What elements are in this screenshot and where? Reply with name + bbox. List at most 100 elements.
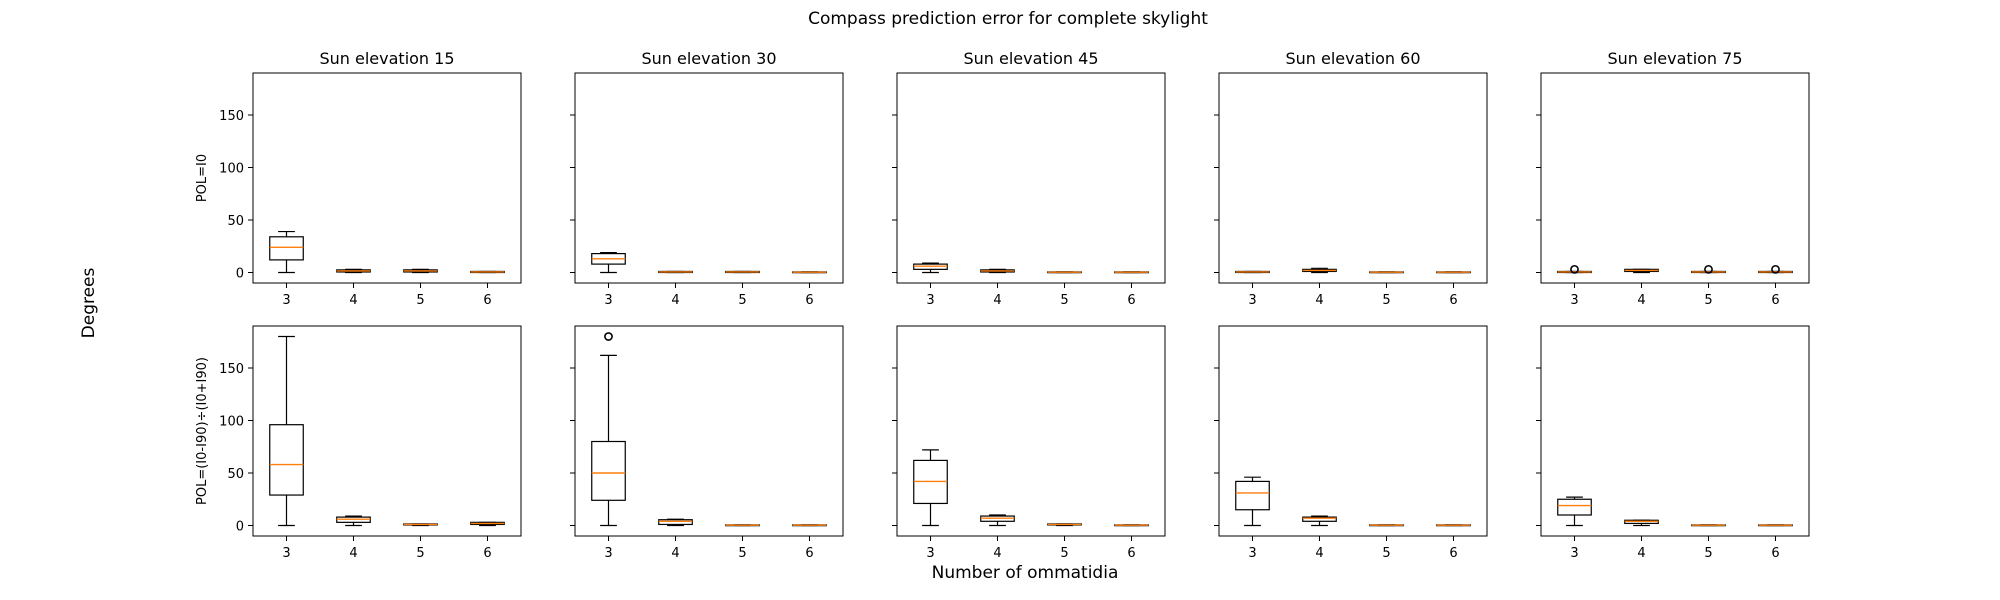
x-tick-label: 3 (604, 546, 612, 561)
box-5 (1369, 524, 1404, 527)
box-body (1557, 498, 1592, 516)
box-5 (725, 524, 760, 527)
x-tick-label: 3 (1570, 293, 1578, 308)
x-tick-label: 4 (993, 546, 1001, 561)
outlier-point (604, 332, 613, 341)
box-4 (336, 515, 371, 527)
box-5 (1369, 271, 1404, 274)
subplot-r1-c3: Sun elevation 45 3 4 5 6 (892, 49, 1166, 308)
x-tick-label: 3 (282, 293, 290, 308)
box-4 (1302, 515, 1337, 527)
box-5 (725, 270, 760, 274)
x-tick-label: 4 (349, 546, 357, 561)
axes-frame (1540, 72, 1810, 284)
box-3 (269, 230, 304, 274)
axes-frame (896, 72, 1166, 284)
box-3 (913, 262, 948, 274)
y-tick-label: 100 (219, 415, 244, 430)
x-tick-label: 3 (1248, 293, 1256, 308)
box-5 (403, 523, 438, 527)
box-4 (336, 268, 371, 274)
box-4 (1624, 268, 1659, 274)
x-tick-label: 4 (1315, 546, 1323, 561)
subplot-r2-c2: 3 4 5 6 (570, 325, 844, 561)
x-tick-label: 5 (738, 546, 746, 561)
subplot-r1-c4: Sun elevation 60 3 4 5 6 (1214, 49, 1488, 308)
y-tick-label: 0 (236, 520, 244, 535)
x-tick-label: 4 (1637, 546, 1645, 561)
box-5 (1047, 271, 1082, 274)
axes-frame (1218, 72, 1488, 284)
box-body (269, 424, 304, 496)
x-axis-label: Number of ommatidia (932, 563, 1119, 583)
box-3 (913, 449, 948, 527)
box-6 (1436, 271, 1471, 274)
x-tick-label: 4 (671, 546, 679, 561)
subplot-r2-c5: 3 4 5 6 (1536, 325, 1810, 561)
x-tick-label: 3 (1570, 546, 1578, 561)
axes-frame (574, 72, 844, 284)
x-tick-label: 6 (1449, 546, 1457, 561)
row-label: POL=(I0-I90)÷(I0+I90) (195, 357, 210, 505)
x-tick-label: 4 (1315, 293, 1323, 308)
y-tick-label: 150 (219, 109, 244, 124)
subplot-r2-c3: 3 4 5 6 (892, 325, 1166, 561)
box-3 (591, 251, 626, 274)
box-body (1302, 516, 1337, 522)
x-tick-label: 3 (282, 546, 290, 561)
box-5 (1691, 524, 1726, 527)
x-tick-label: 5 (1704, 546, 1712, 561)
subplot-title: Sun elevation 45 (963, 49, 1098, 68)
x-tick-label: 4 (993, 293, 1001, 308)
x-tick-label: 6 (483, 546, 491, 561)
x-tick-label: 5 (1704, 293, 1712, 308)
x-tick-label: 6 (805, 293, 813, 308)
box-body (658, 519, 693, 526)
x-tick-label: 5 (1060, 546, 1068, 561)
axes-frame (252, 325, 522, 537)
subplot-r1-c5: Sun elevation 75 3 4 5 6 (1536, 49, 1810, 308)
x-tick-label: 6 (1127, 293, 1135, 308)
box-6 (1436, 524, 1471, 527)
box-3 (1557, 264, 1592, 274)
box-5 (403, 268, 438, 274)
x-tick-label: 5 (1382, 293, 1390, 308)
x-tick-label: 6 (1127, 546, 1135, 561)
row-label: POL=I0 (195, 154, 210, 202)
box-6 (470, 270, 505, 274)
axes-frame (252, 72, 522, 284)
x-tick-label: 3 (926, 546, 934, 561)
y-axis-label: Degrees (79, 267, 99, 338)
subplot-r1-c1: Sun elevation 15 POL=I0 0 50 100 150 3 4 5 6 (195, 49, 522, 308)
box-6 (1114, 271, 1149, 274)
x-tick-label: 4 (1637, 293, 1645, 308)
x-tick-label: 5 (1382, 546, 1390, 561)
x-tick-label: 4 (349, 293, 357, 308)
y-tick-label: 50 (227, 214, 244, 229)
box-body (1235, 480, 1270, 511)
box-3 (1235, 270, 1270, 274)
subplot-title: Sun elevation 15 (319, 49, 454, 68)
box-6 (1114, 524, 1149, 527)
x-tick-label: 5 (738, 293, 746, 308)
x-tick-label: 4 (671, 293, 679, 308)
subplot-r2-c1: POL=(I0-I90)÷(I0+I90) 0 50 100 150 3 4 5 6 (195, 325, 522, 561)
y-tick-label: 0 (236, 267, 244, 282)
y-tick-label: 150 (219, 362, 244, 377)
box-4 (658, 270, 693, 274)
x-tick-label: 3 (926, 293, 934, 308)
box-6 (1758, 524, 1793, 527)
box-6 (470, 521, 505, 527)
axes-frame (1218, 325, 1488, 537)
subplot-title: Sun elevation 30 (641, 49, 776, 68)
outlier-point (1771, 264, 1780, 274)
box-4 (980, 268, 1015, 274)
axes-frame (1540, 325, 1810, 537)
box-4 (1302, 267, 1337, 274)
subplot-r1-c2: Sun elevation 30 3 4 5 6 (570, 49, 844, 308)
x-tick-label: 6 (805, 546, 813, 561)
box-5 (1047, 523, 1082, 527)
figure-title: Compass prediction error for complete sk… (808, 9, 1208, 29)
